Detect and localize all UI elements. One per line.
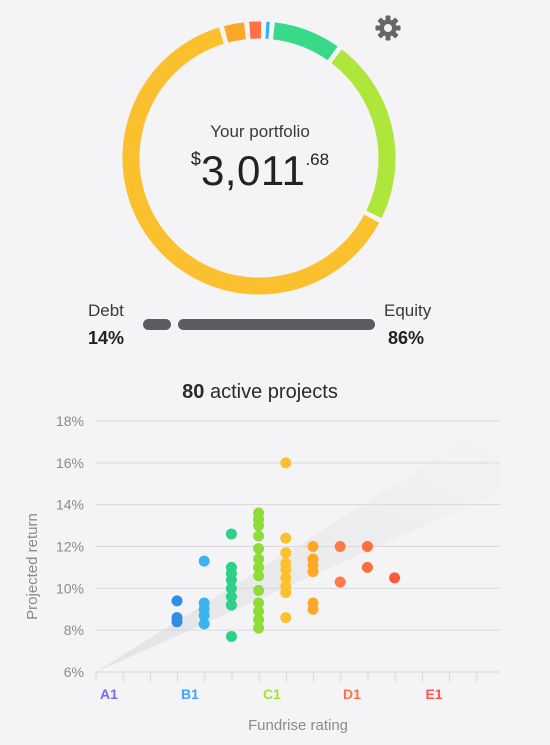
project-point[interactable] bbox=[334, 541, 346, 552]
project-point[interactable] bbox=[361, 561, 373, 573]
portfolio-amount: 3,011 bbox=[200, 147, 306, 194]
x-category-label: A1 bbox=[100, 686, 118, 702]
portfolio-cents: .68 bbox=[305, 150, 330, 169]
project-point[interactable] bbox=[253, 543, 265, 555]
debt-label: Debt bbox=[88, 301, 124, 320]
project-point[interactable] bbox=[198, 618, 210, 630]
return-range-band bbox=[96, 418, 500, 672]
project-point[interactable] bbox=[198, 597, 210, 609]
equity-percentage: 86% bbox=[388, 328, 425, 348]
y-axis-title: Projected return bbox=[24, 513, 41, 620]
project-point[interactable] bbox=[280, 612, 292, 624]
project-point[interactable] bbox=[253, 553, 265, 565]
project-point[interactable] bbox=[334, 576, 346, 588]
project-point[interactable] bbox=[171, 595, 183, 607]
project-point[interactable] bbox=[253, 570, 265, 582]
donut-segment bbox=[272, 22, 338, 61]
project-point[interactable] bbox=[307, 597, 319, 609]
project-point[interactable] bbox=[280, 532, 292, 544]
y-tick-label: 16% bbox=[56, 455, 84, 471]
project-point[interactable] bbox=[280, 580, 292, 592]
project-point[interactable] bbox=[280, 572, 292, 584]
project-point[interactable] bbox=[389, 572, 401, 584]
y-tick-label: 14% bbox=[56, 497, 84, 513]
project-point[interactable] bbox=[253, 597, 265, 609]
project-point[interactable] bbox=[253, 507, 265, 519]
y-tick-label: 18% bbox=[56, 413, 84, 429]
y-tick-label: 10% bbox=[56, 580, 84, 596]
project-point[interactable] bbox=[280, 457, 292, 469]
project-point[interactable] bbox=[253, 561, 265, 573]
donut-segment bbox=[122, 27, 380, 295]
active-projects-count: 80 bbox=[182, 381, 205, 403]
x-category-label: B1 bbox=[181, 686, 199, 702]
currency-symbol: $ bbox=[190, 149, 201, 169]
y-tick-label: 6% bbox=[64, 664, 84, 680]
project-point[interactable] bbox=[225, 599, 237, 611]
y-tick-label: 12% bbox=[56, 539, 84, 555]
portfolio-label: Your portfolio bbox=[210, 122, 310, 141]
x-category-label: C1 bbox=[263, 686, 281, 702]
project-point[interactable] bbox=[307, 541, 319, 552]
donut-segment bbox=[223, 22, 247, 43]
project-point[interactable] bbox=[253, 614, 265, 626]
y-tick-label: 8% bbox=[64, 622, 84, 638]
donut-segment bbox=[331, 49, 396, 219]
x-category-label: E1 bbox=[425, 686, 442, 702]
project-point[interactable] bbox=[225, 528, 237, 540]
project-point[interactable] bbox=[280, 547, 292, 559]
project-point[interactable] bbox=[225, 591, 237, 603]
x-axis-title: Fundrise rating bbox=[248, 717, 348, 734]
project-point[interactable] bbox=[307, 553, 319, 565]
active-projects-label: active projects bbox=[209, 381, 338, 403]
x-category-label: D1 bbox=[343, 686, 361, 702]
debt-bar bbox=[143, 319, 171, 330]
project-point[interactable] bbox=[253, 622, 265, 634]
gear-icon[interactable] bbox=[374, 14, 402, 42]
donut-segments bbox=[122, 21, 396, 295]
project-point[interactable] bbox=[225, 561, 237, 573]
project-point[interactable] bbox=[280, 557, 292, 569]
equity-bar bbox=[178, 319, 375, 330]
portfolio-value: $3,011.68 bbox=[0, 147, 520, 195]
project-point[interactable] bbox=[361, 541, 373, 552]
equity-label: Equity bbox=[384, 301, 432, 320]
debt-percentage: 14% bbox=[88, 328, 125, 348]
portfolio-donut-chart bbox=[122, 21, 396, 295]
project-point[interactable] bbox=[253, 605, 265, 617]
project-point[interactable] bbox=[253, 584, 265, 596]
project-point[interactable] bbox=[225, 630, 237, 642]
project-point[interactable] bbox=[198, 555, 210, 567]
project-point[interactable] bbox=[171, 612, 183, 624]
project-point[interactable] bbox=[253, 530, 265, 542]
active-projects-title: 80 active projects bbox=[0, 381, 520, 404]
project-point[interactable] bbox=[225, 582, 237, 594]
